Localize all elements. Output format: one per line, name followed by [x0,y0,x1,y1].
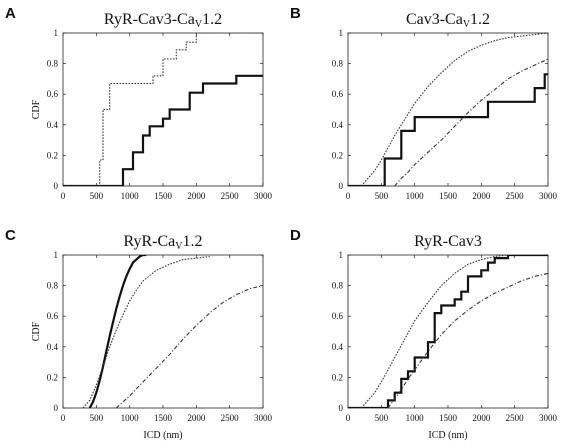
panel-b-x-tick-label: 3000 [539,191,558,201]
panel-b-title-main: Cav3-Ca [406,11,463,28]
panel-a-title-main: RyR-Cav3-Ca [104,11,195,28]
panel-a-x-tick-label: 3000 [254,191,273,201]
panel-c-x-tick-label: 500 [90,413,104,423]
panel-d-x-tick-label: 0 [346,413,351,423]
panel-d-y-tick-label: 0.2 [332,372,343,382]
panel-b-y-tick-label: 0.4 [332,120,344,130]
panel-d-plot-frame [347,254,549,409]
panel-c: C RyR-CaV1.2 0 500 1000 1500 2000 2500 3000 0 0.2 0… [5,227,273,441]
panel-b-y-tick-label: 0.6 [332,89,344,99]
panel-a-x-tick-label: 500 [90,191,104,201]
panel-a-x-tick-label: 1000 [121,191,140,201]
panel-c-title-sub: V [175,241,183,252]
panel-c-x-tick-label: 2000 [187,413,206,423]
panel-a-y-tick-label: 0.6 [47,89,59,99]
panel-a-title-tail: 1.2 [202,11,222,28]
panel-d-x-tick-label: 500 [375,413,389,423]
panel-b-y-tick-label: 1 [339,28,344,38]
panel-b-x-tick-label: 500 [375,191,389,201]
panel-d-x-tick-label: 2500 [506,413,525,423]
panel-c-x-tick-label: 3000 [254,413,273,423]
panel-b-x-tick-label: 0 [346,191,351,201]
panel-b-y-tick-label: 0.8 [332,59,344,69]
panel-b-y-tick-label: 0 [339,181,344,191]
panel-a-y-tick-label: 0.8 [47,59,59,69]
panel-d-x-tick-label: 2000 [472,413,491,423]
panel-c-x-tick-label: 1500 [154,413,173,423]
panel-b-series-solid-line [348,73,548,186]
panel-a-y-tick-label: 0.2 [47,150,58,160]
panel-d: D RyR-Cav3 0 500 1000 1500 2000 2500 3000 0 0.2 0.4… [290,227,558,441]
panel-d-y-tick-label: 0.4 [332,342,344,352]
panel-c-y-tick-label: 0.8 [47,281,59,291]
panel-c-y-tick-label: 0 [54,403,59,413]
panel-a-x-tick-label: 1500 [154,191,173,201]
panel-b-series-dashdot-line [394,58,548,186]
panel-d-letter: D [290,227,301,244]
panel-a-y-tick-label: 0.4 [47,120,59,130]
panel-c-x-tick-label: 1000 [121,413,140,423]
panel-c-title-tail: 1.2 [183,233,203,250]
panel-b: B Cav3-CaV1.2 0 500 1000 1500 2000 2500 3000 0 0.2… [290,5,558,201]
panel-d-series-solid-line [348,255,548,408]
panel-c-y-tick-label: 0.6 [47,311,59,321]
panel-b-title-sub: V [463,19,471,30]
panel-c-title: RyR-CaV1.2 [123,233,202,252]
panel-a-title: RyR-Cav3-CaV1.2 [104,11,222,30]
panel-b-y-tick-label: 0.2 [332,150,343,160]
panel-d-y-tick-label: 0 [339,403,344,413]
panel-a-series-solid-line [63,74,263,186]
panel-c-plot-frame [62,254,264,409]
panel-c-x-tick-label: 2500 [221,413,240,423]
panel-a-x-tick-label: 2500 [221,191,240,201]
panel-c-x-axis-label: ICD (nm) [143,430,182,441]
panel-d-x-tick-label: 1500 [439,413,458,423]
panel-a: A RyR-Cav3-CaV1.2 0 500 1000 1500 2000 2500 3000… [5,5,273,201]
panel-b-x-tick-label: 1500 [439,191,458,201]
panel-b-letter: B [290,5,301,22]
panel-a-y-tick-label: 1 [54,28,59,38]
panel-d-y-tick-label: 0.8 [332,281,344,291]
panel-a-y-axis-label: CDF [31,99,42,119]
panel-c-title-main: RyR-Ca [123,233,175,250]
panel-a-series-dotted-line [63,33,263,186]
panel-c-y-tick-label: 0.4 [47,342,59,352]
panel-a-x-tick-label: 2000 [187,191,206,201]
panel-c-y-tick-label: 0.2 [47,372,58,382]
panel-d-series-dashdot-line [387,272,548,408]
panel-c-y-axis-label: CDF [31,321,42,341]
panel-b-title: Cav3-CaV1.2 [406,11,490,30]
panel-d-x-axis-label: ICD (nm) [428,430,467,441]
panel-b-x-tick-label: 2000 [472,191,491,201]
panel-d-title-main: RyR-Cav3 [414,233,482,250]
panel-c-series-dotted-line [82,255,210,408]
panel-d-y-tick-label: 0.6 [332,311,344,321]
panel-b-series-dotted-line [360,33,548,186]
panel-a-y-tick-label: 0 [54,181,59,191]
panel-c-series-solid-line [88,255,147,408]
panel-c-series-dashdot-line [115,285,263,408]
panel-b-x-tick-label: 2500 [506,191,525,201]
panel-c-x-tick-label: 0 [61,413,66,423]
panel-d-title: RyR-Cav3 [414,233,482,250]
panel-b-title-tail: 1.2 [470,11,490,28]
panel-d-x-tick-label: 1000 [406,413,425,423]
panel-b-plot-frame [347,32,549,187]
panel-d-y-tick-label: 1 [339,250,344,260]
panel-a-letter: A [5,5,16,22]
panel-b-x-tick-label: 1000 [406,191,425,201]
panel-d-x-tick-label: 3000 [539,413,558,423]
panel-a-title-sub: V [195,19,203,30]
panel-c-y-tick-label: 1 [54,250,59,260]
panel-c-letter: C [5,227,16,244]
panel-a-plot-frame [62,32,264,187]
panel-a-x-tick-label: 0 [61,191,66,201]
